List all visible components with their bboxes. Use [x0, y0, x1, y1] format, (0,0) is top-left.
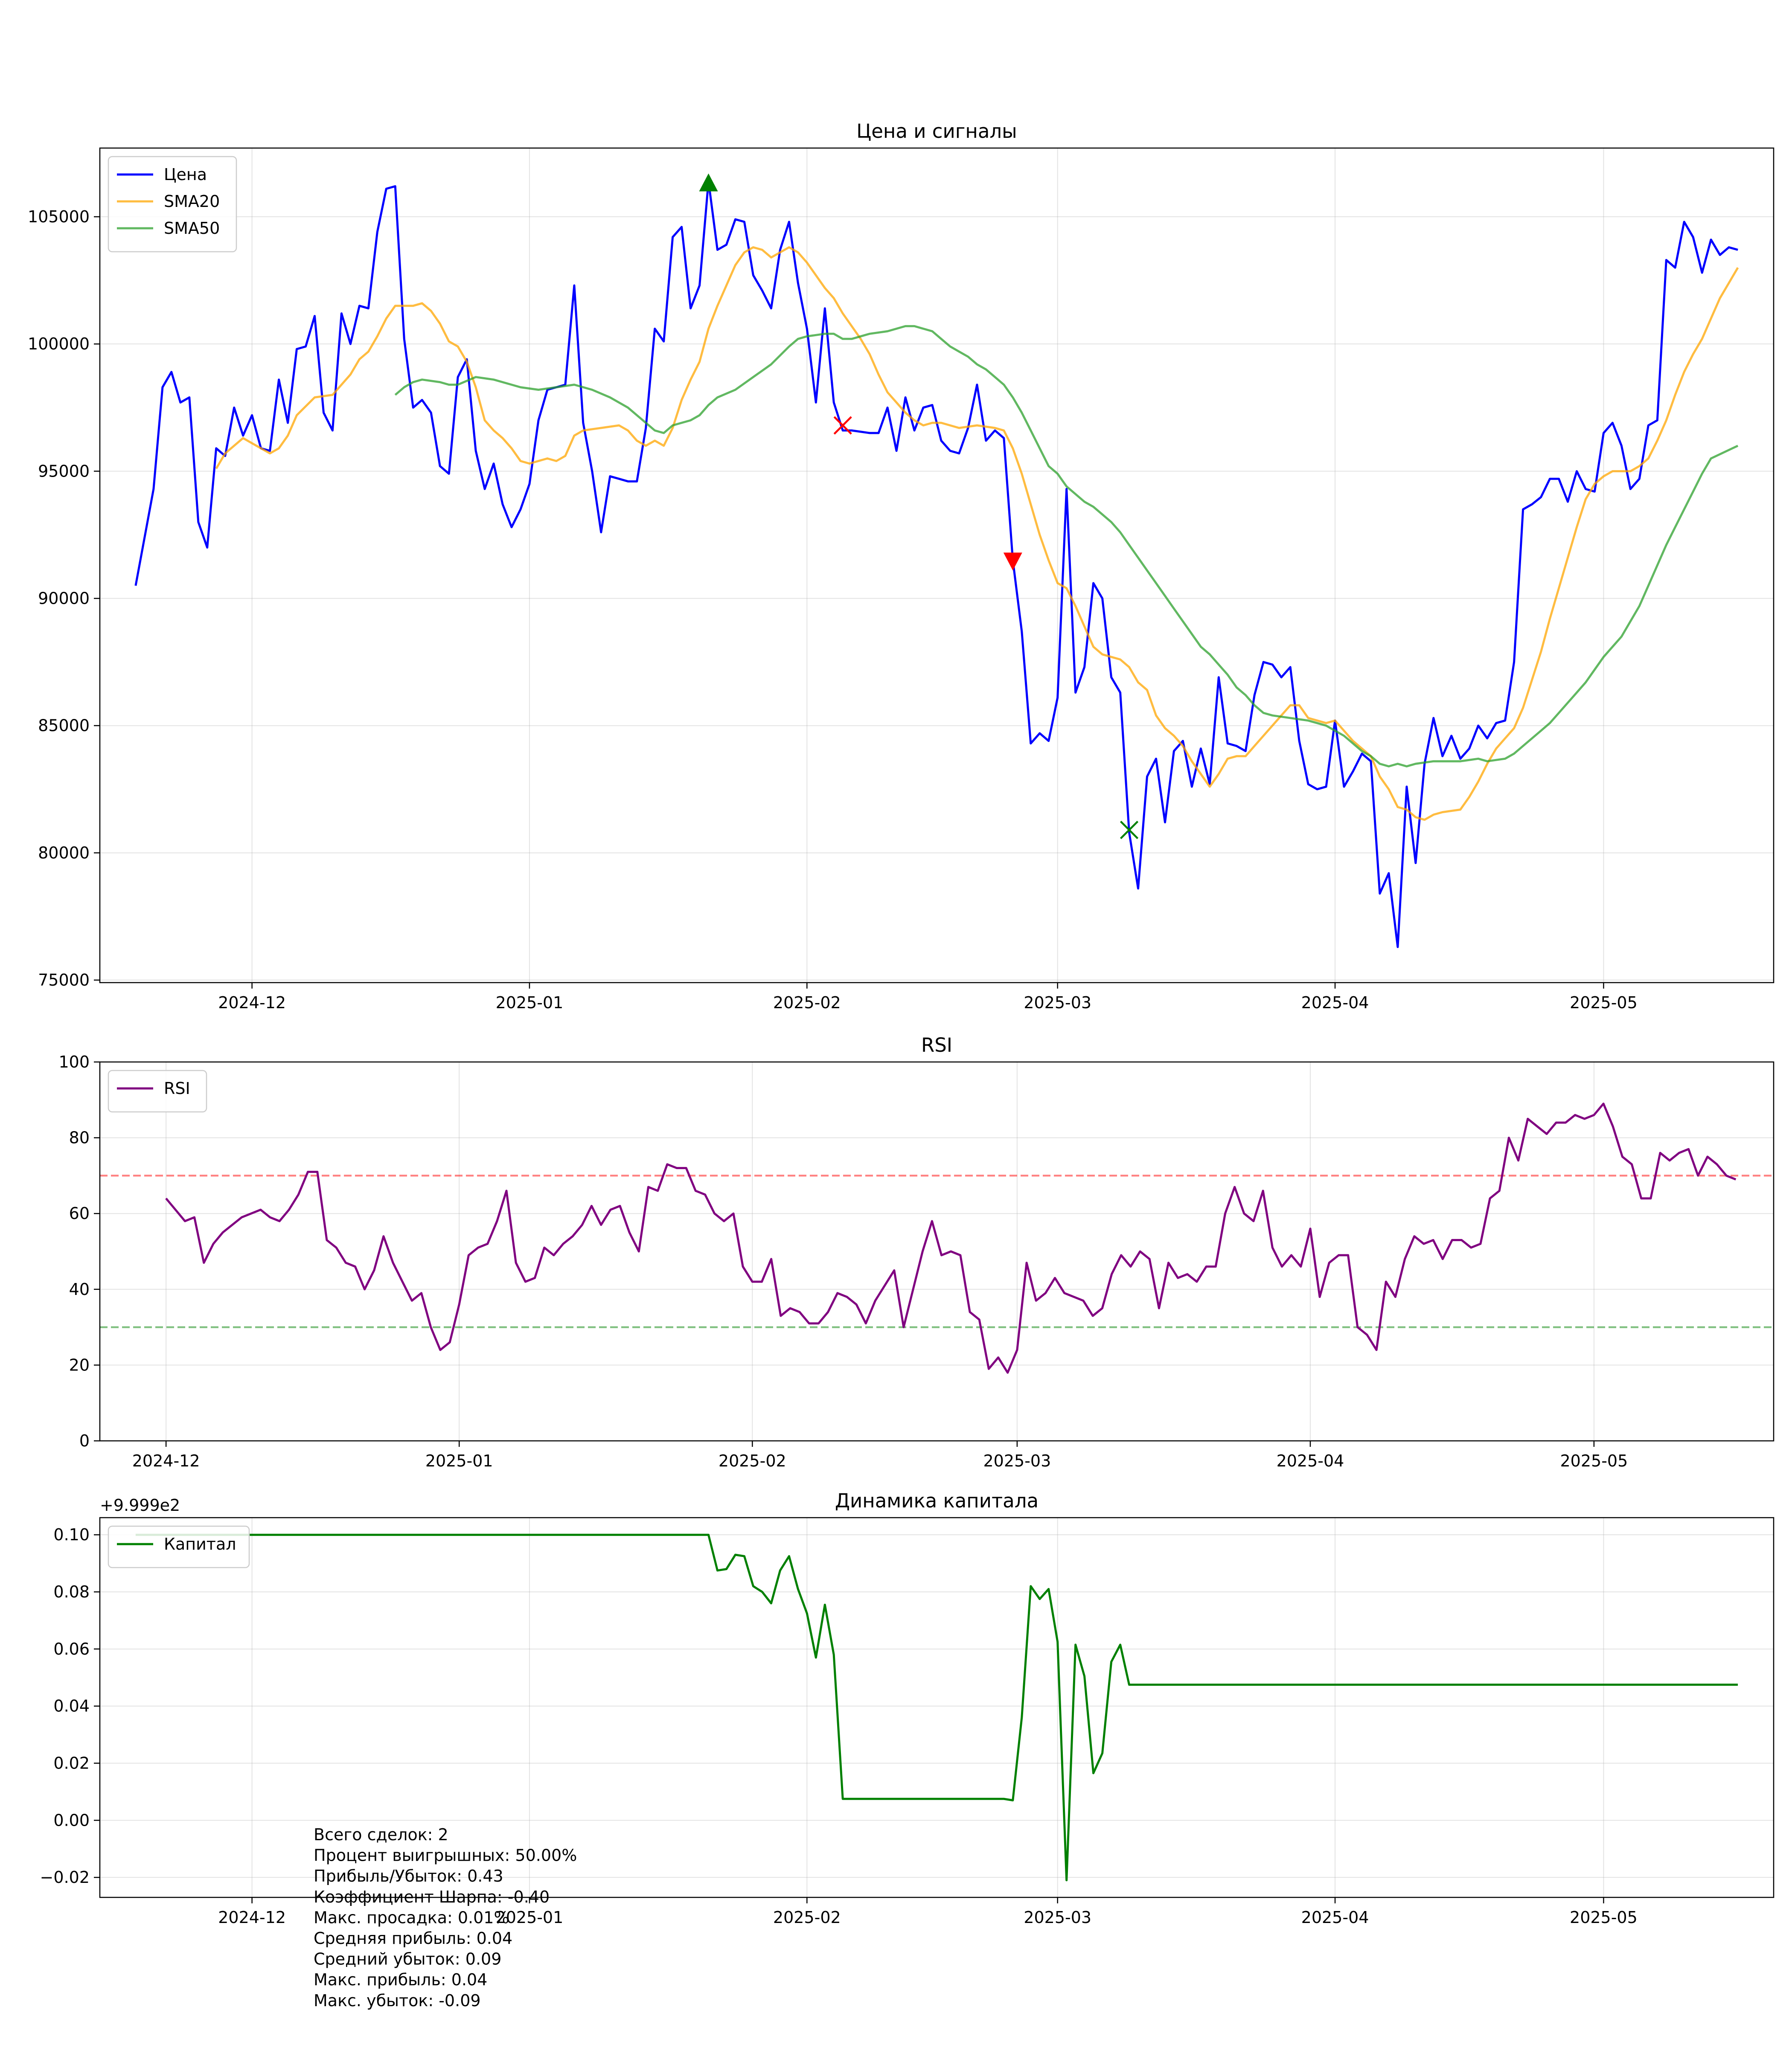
stats-line: Макс. просадка: 0.01%: [314, 1908, 509, 1927]
legend-box: [108, 1525, 250, 1568]
x-tick-label: 2024-12: [218, 993, 286, 1012]
legend: Цена SMA20 SMA50: [108, 156, 237, 253]
x-tick-label: 2025-03: [1024, 993, 1091, 1012]
series-line-Капитал: [135, 1533, 1738, 1882]
y-tick-label: 0.10: [53, 1525, 90, 1544]
x-tick-label: 2025-02: [719, 1452, 786, 1470]
panel-title: Цена и сигналы: [856, 120, 1017, 143]
panel-2: 2024-12 2025-01 2025-02 2025-03 2025-04 2025-…: [58, 1034, 1775, 1470]
panel-title: Динамика капитала: [835, 1489, 1039, 1512]
y-tick-label: 20: [69, 1356, 90, 1374]
legend-label-RSI: RSI: [164, 1079, 190, 1098]
x-tick-label: 2025-05: [1570, 1908, 1638, 1927]
y-offset-label: +9.999e2: [100, 1496, 180, 1515]
stats-line: Средняя прибыль: 0.04: [314, 1929, 512, 1948]
y-tick-label: 105000: [28, 207, 90, 226]
legend: RSI: [108, 1070, 207, 1113]
stats-line: Средний убыток: 0.09: [314, 1950, 501, 1969]
stats-line: Прибыль/Убыток: 0.43: [314, 1867, 503, 1885]
x-tick-label: 2025-01: [425, 1452, 493, 1470]
x-tick-label: 2025-03: [1024, 1908, 1091, 1927]
legend: Капитал: [108, 1525, 250, 1568]
exit-signal-marker: [1120, 820, 1139, 839]
legend-box: [108, 1070, 207, 1113]
stats-line: Макс. прибыль: 0.04: [314, 1970, 487, 1989]
exit-signal-marker: [833, 416, 852, 435]
x-tick-label: 2024-12: [132, 1452, 200, 1470]
y-tick-label: 0: [79, 1431, 90, 1450]
x-tick-label: 2025-01: [496, 993, 564, 1012]
y-tick-label: 100: [58, 1053, 90, 1071]
x-tick-label: 2025-05: [1570, 993, 1638, 1012]
x-tick-label: 2025-04: [1301, 993, 1369, 1012]
legend-label-SMA50: SMA50: [164, 219, 220, 238]
y-tick-label: 0.04: [53, 1697, 90, 1716]
y-tick-label: 0.00: [53, 1811, 90, 1830]
stats-line: Макс. убыток: -0.09: [314, 1991, 481, 2010]
axes-frame: [99, 1061, 1775, 1442]
legend-label-SMA20: SMA20: [164, 192, 220, 211]
y-tick-label: 75000: [38, 971, 90, 989]
sell-signal-marker: [1003, 553, 1022, 571]
buy-signal-marker: [699, 173, 718, 192]
y-tick-label: 80: [69, 1129, 90, 1147]
y-tick-label: −0.02: [40, 1868, 90, 1887]
panel-3: 2024-12 2025-01 2025-02 2025-03 2025-04 2025-…: [40, 1489, 1775, 2010]
series-line-Цена: [134, 180, 1738, 948]
stats-line: Всего сделок: 2: [314, 1825, 448, 1844]
panel-title: RSI: [921, 1034, 952, 1056]
stats-line: Процент выигрышных: 50.00%: [314, 1846, 577, 1865]
y-tick-label: 0.08: [53, 1583, 90, 1601]
x-tick-label: 2025-03: [983, 1452, 1051, 1470]
axes-frame: [99, 147, 1775, 983]
y-tick-label: 90000: [38, 589, 90, 608]
x-tick-label: 2025-04: [1301, 1908, 1369, 1927]
x-tick-label: 2025-02: [773, 1908, 841, 1927]
legend-label-Капитал: Капитал: [164, 1535, 236, 1553]
x-tick-label: 2024-12: [218, 1908, 286, 1927]
y-tick-label: 60: [69, 1204, 90, 1223]
series-line-SMA50: [394, 325, 1739, 768]
y-tick-label: 0.06: [53, 1640, 90, 1658]
x-tick-label: 2025-01: [496, 1908, 564, 1927]
legend-label-Цена: Цена: [164, 165, 207, 184]
x-tick-label: 2025-05: [1560, 1452, 1628, 1470]
stats-line: Коэффициент Шарпа: -0.40: [314, 1888, 550, 1906]
x-tick-label: 2025-04: [1277, 1452, 1344, 1470]
series-line-SMA20: [215, 246, 1739, 821]
y-tick-label: 0.02: [53, 1754, 90, 1772]
y-tick-label: 85000: [38, 716, 90, 735]
y-tick-label: 80000: [38, 844, 90, 862]
y-tick-label: 40: [69, 1280, 90, 1299]
x-tick-label: 2025-02: [773, 993, 841, 1012]
y-tick-label: 95000: [38, 462, 90, 480]
panel-1: 2024-12 2025-01 2025-02 2025-03 2025-04 2025-…: [28, 120, 1775, 1012]
series-line-RSI: [165, 1103, 1737, 1374]
y-tick-label: 100000: [28, 335, 90, 353]
axes-frame: [99, 1517, 1775, 1898]
